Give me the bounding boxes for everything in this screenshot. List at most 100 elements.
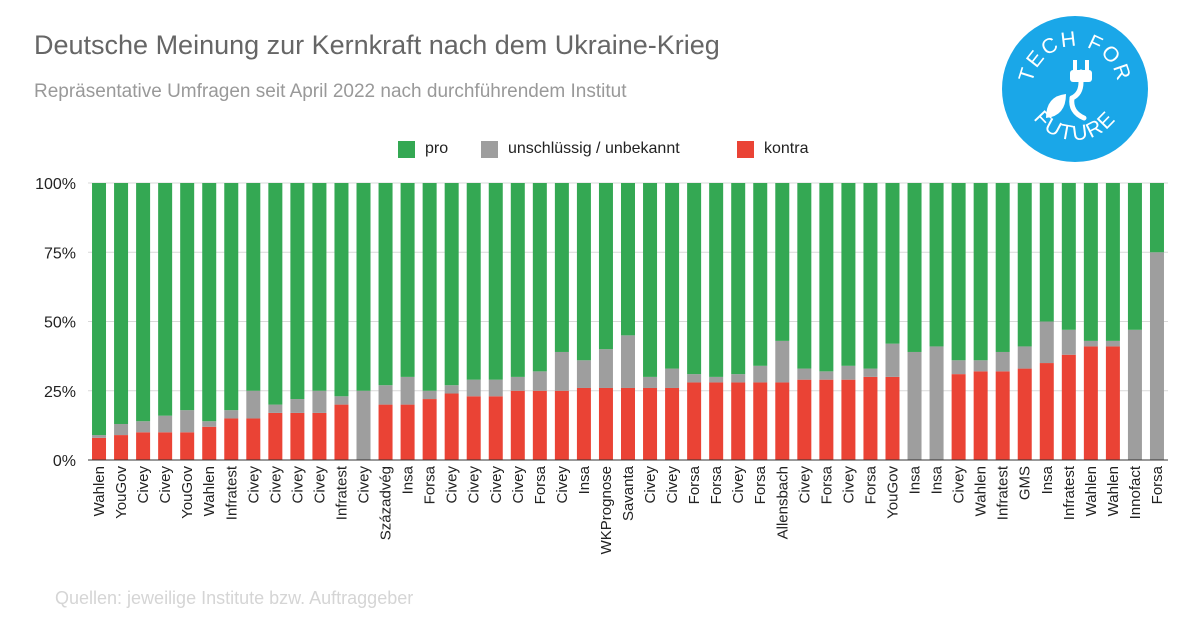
bar-contra <box>114 435 129 460</box>
bar-contra <box>246 418 261 460</box>
bar-contra <box>378 404 393 460</box>
bar-pro <box>400 183 415 377</box>
x-tick-label: Civey <box>289 466 306 504</box>
bar-undecided <box>356 390 371 460</box>
bar-undecided <box>1061 329 1076 355</box>
bar-contra <box>1105 346 1120 460</box>
bar-pro <box>1127 183 1142 330</box>
y-tick-label: 50% <box>44 315 76 332</box>
bar-contra <box>510 390 525 460</box>
bar-contra <box>819 379 834 460</box>
bar-contra <box>995 371 1010 460</box>
bar-contra <box>576 387 591 460</box>
x-tick-label: Civey <box>466 466 483 504</box>
bar-pro <box>1061 183 1076 330</box>
bar-pro <box>158 183 173 416</box>
bar-undecided <box>290 399 305 413</box>
bar-undecided <box>1105 340 1120 347</box>
bar-contra <box>973 371 988 460</box>
x-tick-label: Wahlen <box>1105 466 1122 516</box>
bar-undecided <box>951 360 966 375</box>
chart-legend: pro unschlüssig / unbekannt kontra <box>0 140 1200 164</box>
bar-pro <box>576 183 591 361</box>
bar-undecided <box>929 346 944 460</box>
x-tick-label: Infratest <box>333 465 350 520</box>
bar-undecided <box>819 371 834 380</box>
bar-pro <box>687 183 702 375</box>
bar-undecided <box>532 371 547 391</box>
bar-pro <box>1105 183 1120 341</box>
bar-contra <box>665 387 680 460</box>
x-tick-label: WKPrognose <box>598 466 615 554</box>
bar-undecided <box>554 351 569 391</box>
x-tick-label: Civey <box>730 466 747 504</box>
bar-pro <box>797 183 812 369</box>
bar-pro <box>709 183 724 377</box>
legend-swatch-undecided <box>481 140 498 158</box>
x-tick-label: Wahlen <box>973 466 990 516</box>
tech-for-future-logo: TECH FOR FUTURE <box>1000 14 1150 169</box>
bar-pro <box>1039 183 1054 322</box>
bar-contra <box>841 379 856 460</box>
bar-contra <box>268 412 283 460</box>
bar-undecided <box>92 435 107 438</box>
bar-contra <box>1017 368 1032 460</box>
x-tick-label: Civey <box>267 466 284 504</box>
bar-undecided <box>797 368 812 380</box>
bar-contra <box>554 390 569 460</box>
x-tick-label: Forsa <box>532 465 549 504</box>
bar-undecided <box>907 351 922 460</box>
x-tick-label: Forsa <box>818 465 835 504</box>
bar-undecided <box>466 379 481 397</box>
bar-undecided <box>863 368 878 377</box>
bar-pro <box>907 183 922 352</box>
x-tick-label: Allensbach <box>774 466 791 539</box>
x-tick-label: Civey <box>796 466 813 504</box>
bar-pro <box>378 183 393 386</box>
x-tick-label: Wahlen <box>91 466 108 516</box>
bar-undecided <box>995 351 1010 372</box>
bar-undecided <box>1017 346 1032 369</box>
bar-pro <box>334 183 349 397</box>
x-tick-label: Civey <box>135 466 152 504</box>
bar-pro <box>621 183 635 336</box>
x-tick-label: Századvég <box>378 466 395 540</box>
bar-contra <box>643 387 658 460</box>
x-tick-label: Savanta <box>620 465 637 521</box>
bar-undecided <box>334 396 349 405</box>
bar-pro <box>1083 183 1098 341</box>
bar-undecided <box>687 374 702 383</box>
bar-contra <box>422 399 437 460</box>
plug-leaf-icon: TECH FOR FUTURE <box>1002 16 1148 162</box>
y-tick-label: 25% <box>44 384 76 401</box>
bar-contra <box>687 382 702 460</box>
bar-undecided <box>753 365 768 383</box>
x-tick-label: Innofact <box>1127 465 1144 519</box>
bar-pro <box>665 183 680 369</box>
bar-undecided <box>841 365 856 380</box>
bar-undecided <box>665 368 680 388</box>
legend-swatch-contra <box>737 140 754 158</box>
bar-undecided <box>973 360 988 372</box>
x-tick-label: Insa <box>929 465 946 494</box>
bar-undecided <box>1127 329 1142 460</box>
bar-undecided <box>378 385 393 405</box>
x-tick-label: Civey <box>444 466 461 504</box>
bar-undecided <box>136 421 151 433</box>
bar-pro <box>268 183 283 405</box>
bar-pro <box>929 183 944 347</box>
legend-label-pro: pro <box>425 140 449 157</box>
x-tick-label: Forsa <box>708 465 725 504</box>
bar-contra <box>92 437 107 460</box>
bar-undecided <box>1039 321 1054 364</box>
bar-undecided <box>202 421 217 427</box>
bar-pro <box>995 183 1010 352</box>
bar-contra <box>598 387 613 460</box>
y-tick-label: 0% <box>53 453 76 470</box>
bar-undecided <box>1149 252 1164 460</box>
chart-subtitle: Repräsentative Umfragen seit April 2022 … <box>34 81 627 102</box>
bar-undecided <box>621 335 635 388</box>
legend-item-pro: pro <box>398 140 448 158</box>
x-tick-label: GMS <box>1017 466 1034 500</box>
